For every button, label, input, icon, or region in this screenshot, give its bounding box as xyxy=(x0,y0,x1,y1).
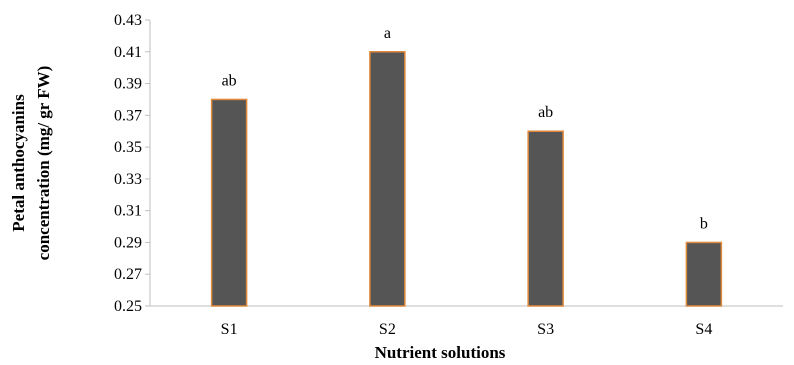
y-tick-label: 0.37 xyxy=(114,107,142,124)
y-tick-label: 0.39 xyxy=(114,76,142,93)
x-tick-label: S2 xyxy=(379,321,396,338)
y-tick-label: 0.27 xyxy=(114,266,142,283)
x-axis-title: Nutrient solutions xyxy=(375,343,506,362)
bar-s1 xyxy=(210,98,248,307)
y-tick-label: 0.25 xyxy=(114,298,142,315)
y-tick-label: 0.29 xyxy=(114,234,142,251)
x-tick-label: S1 xyxy=(221,321,238,338)
significance-label: a xyxy=(384,25,391,42)
y-axis-title: Petal anthocyanins concentration (mg/ gr… xyxy=(9,66,53,261)
y-axis-title-line-1: Petal anthocyanins xyxy=(9,94,28,232)
significance-label: ab xyxy=(538,104,553,121)
x-tick-label: S4 xyxy=(695,321,712,338)
plot-area: 0.25 0.27 0.29 0.31 0.33 0.35 0.37 0.39 0.41 0.43… xyxy=(114,12,783,338)
significance-label: b xyxy=(700,215,708,232)
y-tick-label: 0.31 xyxy=(114,203,142,220)
y-tick-label: 0.33 xyxy=(114,171,142,188)
significance-label: ab xyxy=(222,72,237,89)
bar-s2 xyxy=(369,51,406,307)
y-tick-label: 0.35 xyxy=(114,139,142,156)
bar-s4 xyxy=(685,241,723,307)
y-axis-title-line-2: concentration (mg/ gr FW) xyxy=(34,66,53,261)
y-tick-label: 0.41 xyxy=(114,44,142,61)
y-tick-label: 0.43 xyxy=(114,12,142,29)
x-tick-label: S3 xyxy=(537,321,554,338)
bar-s3 xyxy=(527,130,564,307)
